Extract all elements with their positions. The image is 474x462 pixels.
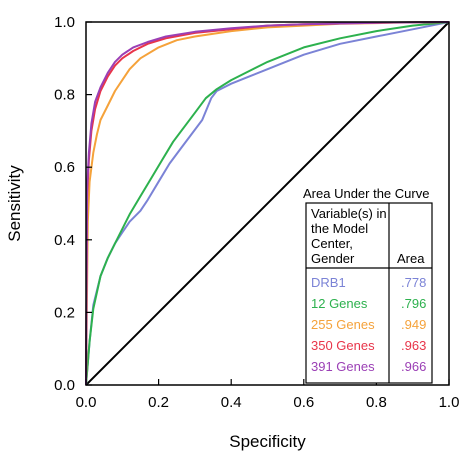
- series-line-12-genes: [85, 21, 450, 386]
- legend-series-name: 12 Genes: [311, 296, 368, 311]
- legend-series-area: .949: [401, 317, 426, 332]
- x-tick-label: 0.4: [221, 394, 242, 411]
- series-line-391-genes: [85, 21, 450, 386]
- x-tick-label: 0.8: [366, 394, 387, 411]
- y-tick-label: 0.0: [54, 377, 75, 394]
- legend: Area Under the Curve Variable(s) in the …: [303, 186, 433, 384]
- x-tick-label: 0.6: [293, 394, 314, 411]
- legend-series-name: 350 Genes: [311, 338, 375, 353]
- legend-header-line-4: Gender: [311, 251, 355, 266]
- legend-series-area: .796: [401, 296, 426, 311]
- legend-title: Area Under the Curve: [303, 186, 429, 201]
- legend-header-line-1: Variable(s) in: [311, 206, 387, 221]
- y-tick-label: 1.0: [54, 14, 75, 31]
- legend-series-area: .966: [401, 359, 426, 374]
- reference-diagonal-line: [85, 21, 450, 386]
- legend-series-area: .778: [401, 275, 426, 290]
- legend-series-name: DRB1: [311, 275, 346, 290]
- y-tick-label: 0.6: [54, 159, 75, 176]
- legend-area-header: Area: [397, 251, 425, 266]
- legend-header-line-3: Center,: [311, 236, 353, 251]
- y-axis-title: Sensitivity: [5, 165, 24, 242]
- plot-frame: [85, 21, 450, 386]
- y-axis: 0.0 0.2 0.4 0.6 0.8 1.0: [54, 14, 92, 394]
- legend-series-area: .963: [401, 338, 426, 353]
- legend-box: [305, 202, 433, 384]
- legend-rows: DRB1 .778 12 Genes .796 255 Genes .949 350 Gen…: [311, 275, 426, 374]
- plot-lines: [85, 21, 450, 386]
- x-axis: 0.0 0.2 0.4 0.6 0.8 1.0: [76, 379, 460, 411]
- y-tick-label: 0.8: [54, 87, 75, 104]
- legend-series-name: 255 Genes: [311, 317, 375, 332]
- x-axis-title: Specificity: [229, 432, 306, 451]
- legend-series-name: 391 Genes: [311, 359, 375, 374]
- x-tick-label: 1.0: [439, 394, 460, 411]
- x-tick-label: 0.2: [148, 394, 169, 411]
- y-tick-label: 0.2: [54, 304, 75, 321]
- x-tick-label: 0.0: [76, 394, 97, 411]
- y-tick-label: 0.4: [54, 232, 75, 249]
- legend-header-line-2: the Model: [311, 221, 368, 236]
